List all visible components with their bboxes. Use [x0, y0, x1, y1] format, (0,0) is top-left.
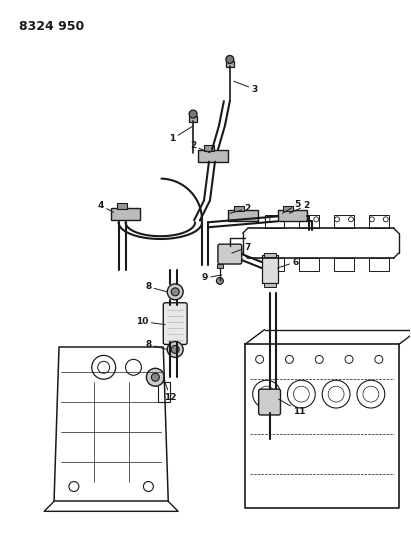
Bar [369, 215, 389, 228]
Circle shape [171, 288, 179, 296]
Bar [265, 215, 284, 228]
Bar [334, 215, 354, 228]
Bar [228, 211, 258, 221]
Circle shape [226, 55, 234, 63]
Bar [284, 206, 293, 212]
Circle shape [146, 368, 164, 386]
Text: 5: 5 [282, 200, 300, 213]
Bar [369, 258, 389, 271]
Text: 9: 9 [202, 273, 222, 282]
Bar [189, 116, 197, 122]
Text: 8324 950: 8324 950 [19, 20, 85, 33]
Text: 2: 2 [190, 141, 210, 153]
Circle shape [167, 284, 183, 300]
Text: 11: 11 [279, 399, 306, 416]
Bar [262, 255, 277, 283]
Bar [299, 258, 319, 271]
FancyBboxPatch shape [259, 389, 280, 415]
Circle shape [167, 342, 183, 358]
Text: 10: 10 [136, 317, 165, 326]
FancyBboxPatch shape [218, 244, 242, 264]
Text: 12: 12 [163, 377, 176, 401]
Text: 2: 2 [289, 201, 309, 213]
Circle shape [151, 373, 159, 381]
Text: 2: 2 [230, 204, 251, 213]
Text: 8: 8 [145, 282, 167, 292]
Circle shape [171, 345, 179, 353]
Text: 4: 4 [97, 201, 113, 212]
Bar [204, 145, 214, 151]
FancyBboxPatch shape [163, 303, 187, 344]
Text: 7: 7 [232, 243, 251, 253]
Circle shape [189, 110, 197, 118]
Bar [334, 258, 354, 271]
Bar [263, 253, 275, 257]
Text: 3: 3 [234, 81, 258, 94]
Bar [234, 206, 244, 212]
Bar [265, 258, 284, 271]
Bar [277, 211, 307, 221]
Text: 1: 1 [169, 126, 193, 143]
Text: 8: 8 [145, 340, 167, 350]
Bar [263, 283, 275, 287]
Bar [217, 264, 223, 268]
Bar [158, 382, 170, 402]
Bar [198, 150, 228, 161]
Circle shape [217, 277, 223, 285]
Bar [226, 61, 234, 67]
Bar [299, 215, 319, 228]
Bar [111, 208, 141, 220]
Bar [117, 204, 127, 209]
Text: 6: 6 [277, 257, 298, 268]
